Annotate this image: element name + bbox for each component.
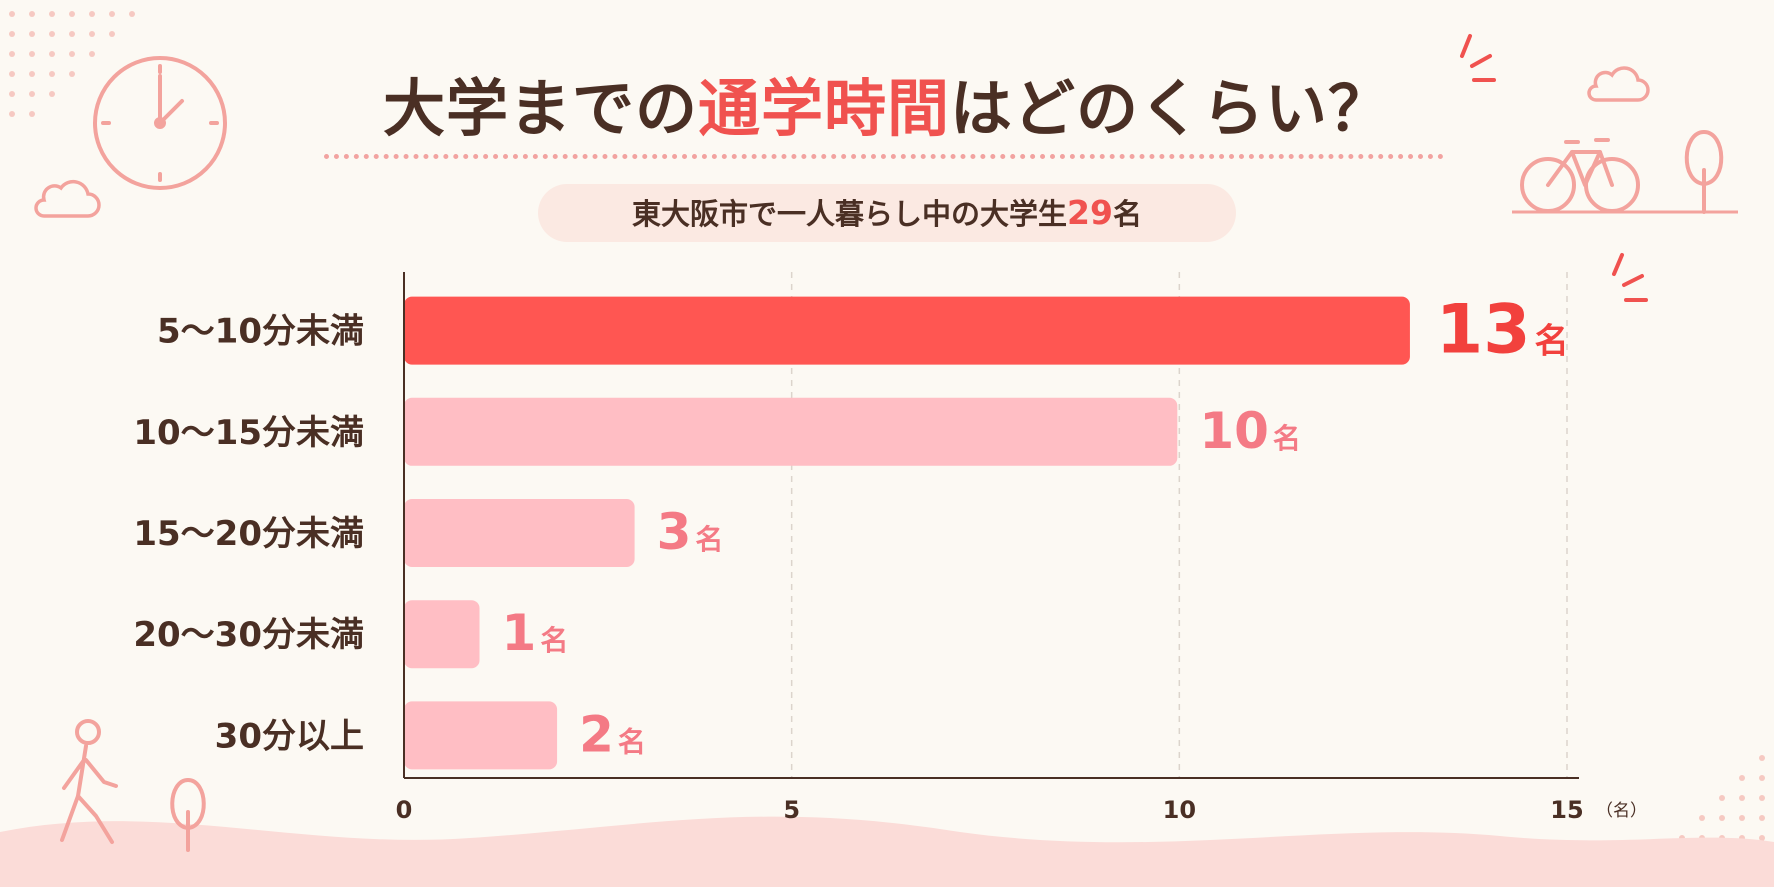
sparkle-icon [1612,253,1648,302]
decor-dot [69,31,75,37]
decor-dot [89,51,95,57]
decor-dot [69,11,75,17]
decor-dot [89,11,95,17]
decor-dot [29,31,35,37]
title-accent: 通学時間 [697,72,950,145]
decor-dot [1739,775,1745,781]
decor-dot [109,31,115,37]
subtitle-count: 29 [1067,193,1113,232]
decor-dot [69,71,75,77]
decor-dot [1759,795,1765,801]
decor-dot [29,51,35,57]
decor-dot [9,31,15,37]
bar [404,499,635,567]
decor-dot [129,11,135,17]
decor-dot [49,31,55,37]
category-label: 30分以上 [215,716,364,756]
decor-dot [1739,795,1745,801]
bottom-wave [0,816,1774,887]
value-number: 2 [579,705,614,763]
bar [404,397,1178,466]
decor-dot [49,11,55,17]
decor-dot [1739,815,1745,821]
value-number: 1 [502,604,537,662]
decor-dot [1719,795,1725,801]
category-label: 15〜20分未満 [133,514,364,554]
bar [404,600,480,669]
cloud-icon [34,179,101,218]
x-axis-unit: （名） [1596,801,1647,821]
category-label: 10〜15分未満 [133,413,364,453]
value-unit: 名 [1273,422,1301,455]
decor-dot [9,71,15,77]
value-unit: 名 [540,624,568,657]
x-tick-label: 15 [1550,796,1583,824]
bar [404,701,558,770]
value-number: 10 [1199,402,1269,460]
decor-dot [49,91,55,97]
value-number: 3 [657,503,692,561]
decor-dot [9,111,15,117]
decor-dot [69,51,75,57]
subtitle-prefix: 東大阪市で一人暮らし中の大学生 [632,197,1068,231]
walking-person-icon [60,719,118,844]
sparkle-icon [1460,34,1496,82]
decor-dot [109,11,115,17]
decor-dot [29,71,35,77]
category-label: 5〜10分未満 [157,312,364,352]
decor-dot [9,51,15,57]
subtitle-suffix: 名 [1112,197,1142,231]
x-tick-label: 0 [396,796,413,824]
value-label: 10 名 [1199,402,1301,460]
tree-icon [170,777,206,852]
decor-dot [1759,755,1765,761]
value-unit: 名 [695,523,723,556]
value-unit: 名 [1535,322,1569,362]
value-number: 13 [1436,291,1531,370]
decor-dot [9,11,15,17]
decor-dot [29,91,35,97]
decor-dot [89,31,95,37]
category-label: 20〜30分未満 [133,615,364,655]
decor-dot [1699,815,1705,821]
decor-dot [1759,775,1765,781]
decor-dot [1759,815,1765,821]
subtitle-pill: 東大阪市で一人暮らし中の大学生29名 [538,184,1236,242]
dot-pattern-top-left [9,11,135,117]
clock-icon [93,56,227,190]
value-unit: 名 [618,725,646,758]
decor-dot [9,91,15,97]
cloud-icon [1587,66,1650,102]
decor-dot [49,71,55,77]
bar [404,296,1410,365]
tree-icon [1684,129,1724,214]
title-part-2: はどのくらい？ [950,72,1392,145]
page-title: 大学までの通学時間はどのくらい？ [0,58,1774,148]
x-tick-label: 10 [1163,796,1196,824]
decor-dot [29,11,35,17]
decor-dot [49,51,55,57]
title-dotted-underline [324,154,1444,159]
x-tick-label: 5 [783,796,800,824]
decor-dot [1759,835,1765,841]
value-label: 13 名 [1436,291,1569,370]
decor-dot [1719,815,1725,821]
title-part-1: 大学までの [382,72,698,145]
decor-dot [29,111,35,117]
